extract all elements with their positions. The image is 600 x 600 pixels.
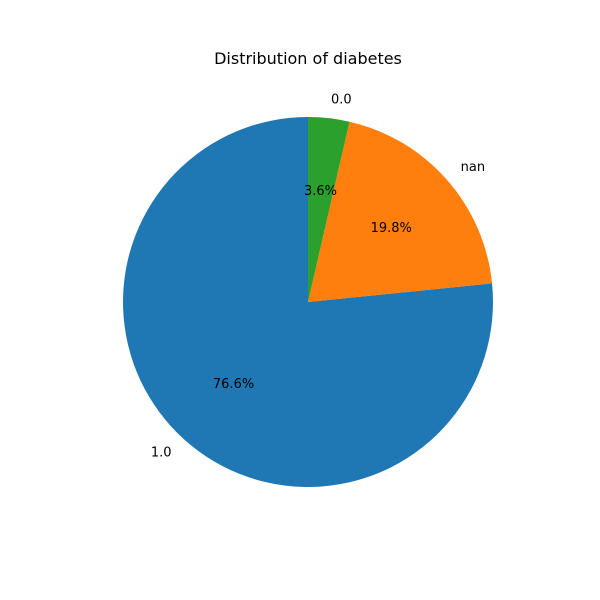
chart-title: Distribution of diabetes <box>214 49 402 68</box>
pie-slice-0-0 <box>308 117 350 302</box>
slice-percentage-label: 76.6% <box>213 377 254 392</box>
pie-slices <box>123 117 494 488</box>
pie-slice-1-0 <box>123 117 494 488</box>
slice-label: 0.0 <box>331 92 352 107</box>
slice-label: nan <box>461 160 485 175</box>
slice-label: 1.0 <box>151 445 172 460</box>
pie-slice-nan <box>308 121 493 303</box>
pie-labels: 1.0 76.6% nan 19.8% 0.0 3.6% <box>151 92 485 460</box>
slice-percentage-label: 3.6% <box>304 184 337 199</box>
slice-percentage-label: 19.8% <box>371 221 412 236</box>
